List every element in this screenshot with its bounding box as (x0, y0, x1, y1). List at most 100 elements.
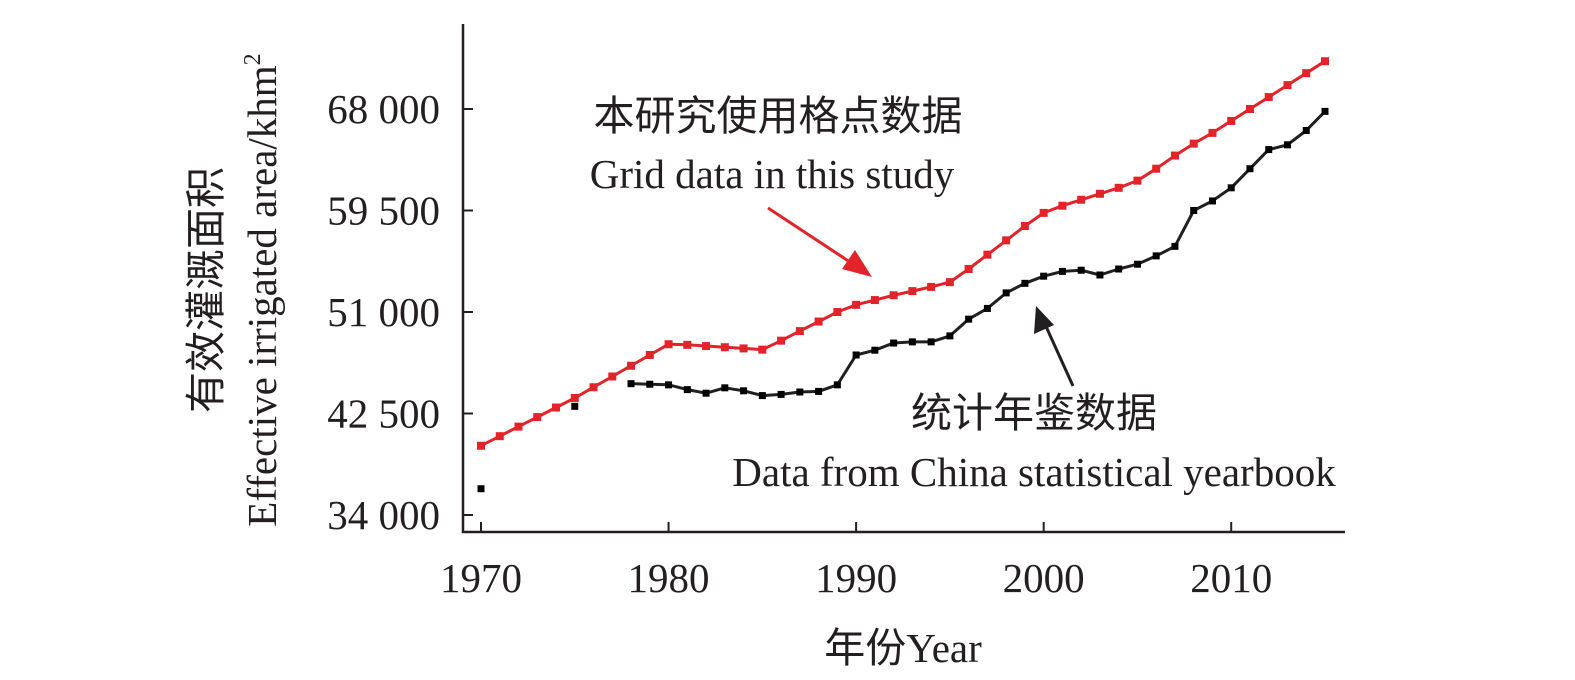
grid-series-line (480, 59, 1326, 448)
y-axis-title-cn-group: 有效灌溉面积 (183, 167, 229, 413)
grid-data-point (664, 340, 673, 349)
grid-data-point (1227, 116, 1236, 125)
grid-data-point (945, 278, 954, 287)
grid-data-point (645, 350, 654, 359)
grid-data-point (1152, 164, 1161, 173)
grid-data-point (477, 441, 485, 450)
grid-data-point (1245, 105, 1254, 113)
yearbook-data-point (890, 339, 898, 347)
grid-annotation-cn: 本研究使用格点数据 (594, 93, 963, 139)
grid-data-point (1114, 183, 1123, 192)
y-axis-title-en-group: Effective irrigated area/khm2 (239, 53, 285, 526)
x-tick-label: 1980 (628, 555, 710, 601)
yearbook-data-point (1171, 242, 1179, 250)
y-tick-label: 34 000 (327, 492, 440, 538)
yearbook-annotation-en: Data from China statistical yearbook (732, 449, 1336, 495)
grid-data-point (1283, 81, 1292, 90)
yearbook-data-point (1021, 279, 1029, 287)
yearbook-data-point (1227, 184, 1235, 192)
yearbook-data-point (1321, 107, 1329, 115)
grid-annotation-en: Grid data in this study (590, 151, 955, 197)
grid-data-point (627, 361, 636, 370)
grid-data-point (1077, 195, 1086, 204)
yearbook-data-point (1002, 289, 1010, 297)
series-layer (477, 57, 1329, 493)
yearbook-data-point (983, 304, 991, 312)
x-tick-label: 2010 (1190, 555, 1272, 601)
grid-data-point (758, 345, 767, 354)
grid-data-point (533, 413, 542, 422)
grid-data-point (1170, 151, 1179, 160)
grid-data-point (495, 432, 504, 441)
grid-data-point (814, 317, 823, 326)
yearbook-data-point (777, 390, 785, 398)
grid-data-point (1208, 128, 1217, 137)
grid-data-point (1302, 69, 1311, 78)
yearbook-data-point (852, 351, 860, 359)
y-tick-label: 51 000 (327, 289, 440, 335)
grid-data-point (739, 344, 748, 353)
yearbook-data-point (758, 392, 766, 400)
yearbook-data-point (1283, 141, 1291, 149)
grid-data-point (589, 383, 598, 392)
grid-data-point (702, 342, 711, 351)
yearbook-data-point (871, 346, 879, 354)
grid-data-point (552, 403, 561, 412)
grid-data-point (908, 287, 917, 296)
x-tick-label: 2000 (1003, 555, 1085, 601)
grid-data-point (1039, 208, 1048, 217)
grid-data-point (777, 336, 786, 345)
yearbook-data-point (1115, 265, 1123, 273)
grid-data-point (983, 250, 992, 259)
y-tick-label: 42 500 (327, 391, 440, 437)
yearbook-data-point (815, 387, 823, 395)
grid-data-point (1058, 201, 1067, 210)
yearbook-data-point (1265, 146, 1273, 154)
yearbook-data-point (1040, 272, 1048, 280)
yearbook-data-point (683, 386, 691, 394)
yearbook-data-point (927, 338, 935, 346)
grid-data-point (852, 300, 861, 309)
grid-data-point (889, 291, 898, 300)
yearbook-data-point (627, 380, 635, 388)
grid-data-point (1095, 189, 1104, 198)
grid-data-point (833, 308, 842, 316)
yearbook-data-point (1302, 126, 1310, 134)
yearbook-data-point (946, 332, 954, 340)
grid-data-point (720, 343, 729, 352)
yearbook-data-point (1152, 252, 1160, 260)
yearbook-data-point (1208, 197, 1216, 205)
grid-data-point (683, 340, 692, 349)
grid-data-point (514, 422, 523, 431)
y-axis-title-cn: 有效灌溉面积 (183, 167, 229, 413)
yearbook-data-point (1190, 207, 1198, 214)
yearbook-data-point (833, 381, 841, 389)
yearbook-data-point (702, 389, 710, 397)
grid-data-point (1133, 176, 1142, 185)
yearbook-data-point (646, 380, 654, 388)
yearbook-data-point (796, 388, 804, 396)
grid-data-point (1189, 139, 1198, 148)
grid-data-point (1002, 236, 1011, 245)
grid-data-point (1020, 222, 1029, 231)
yearbook-data-point (740, 387, 748, 395)
grid-data-point (964, 265, 973, 274)
yearbook-data-point (721, 384, 729, 392)
yearbook-data-point (965, 315, 973, 323)
yearbook-data-point (1133, 260, 1141, 268)
grid-data-point (608, 372, 617, 381)
y-tick-label: 59 500 (327, 188, 440, 234)
yearbook-data-point (477, 485, 485, 493)
yearbook-data-point (1058, 267, 1066, 275)
grid-annotation-arrow (767, 206, 872, 277)
yearbook-data-point (908, 338, 916, 346)
y-axis-title-en-text: Effective irrigated area/khm (239, 65, 285, 526)
grid-data-point (570, 393, 579, 402)
yearbook-data-point (665, 381, 673, 389)
x-tick-label: 1990 (815, 555, 897, 601)
grid-data-point (1264, 93, 1273, 102)
yearbook-data-point (1077, 266, 1085, 274)
yearbook-annotation-arrow (1034, 306, 1075, 387)
x-tick-label: 1970 (440, 555, 522, 601)
